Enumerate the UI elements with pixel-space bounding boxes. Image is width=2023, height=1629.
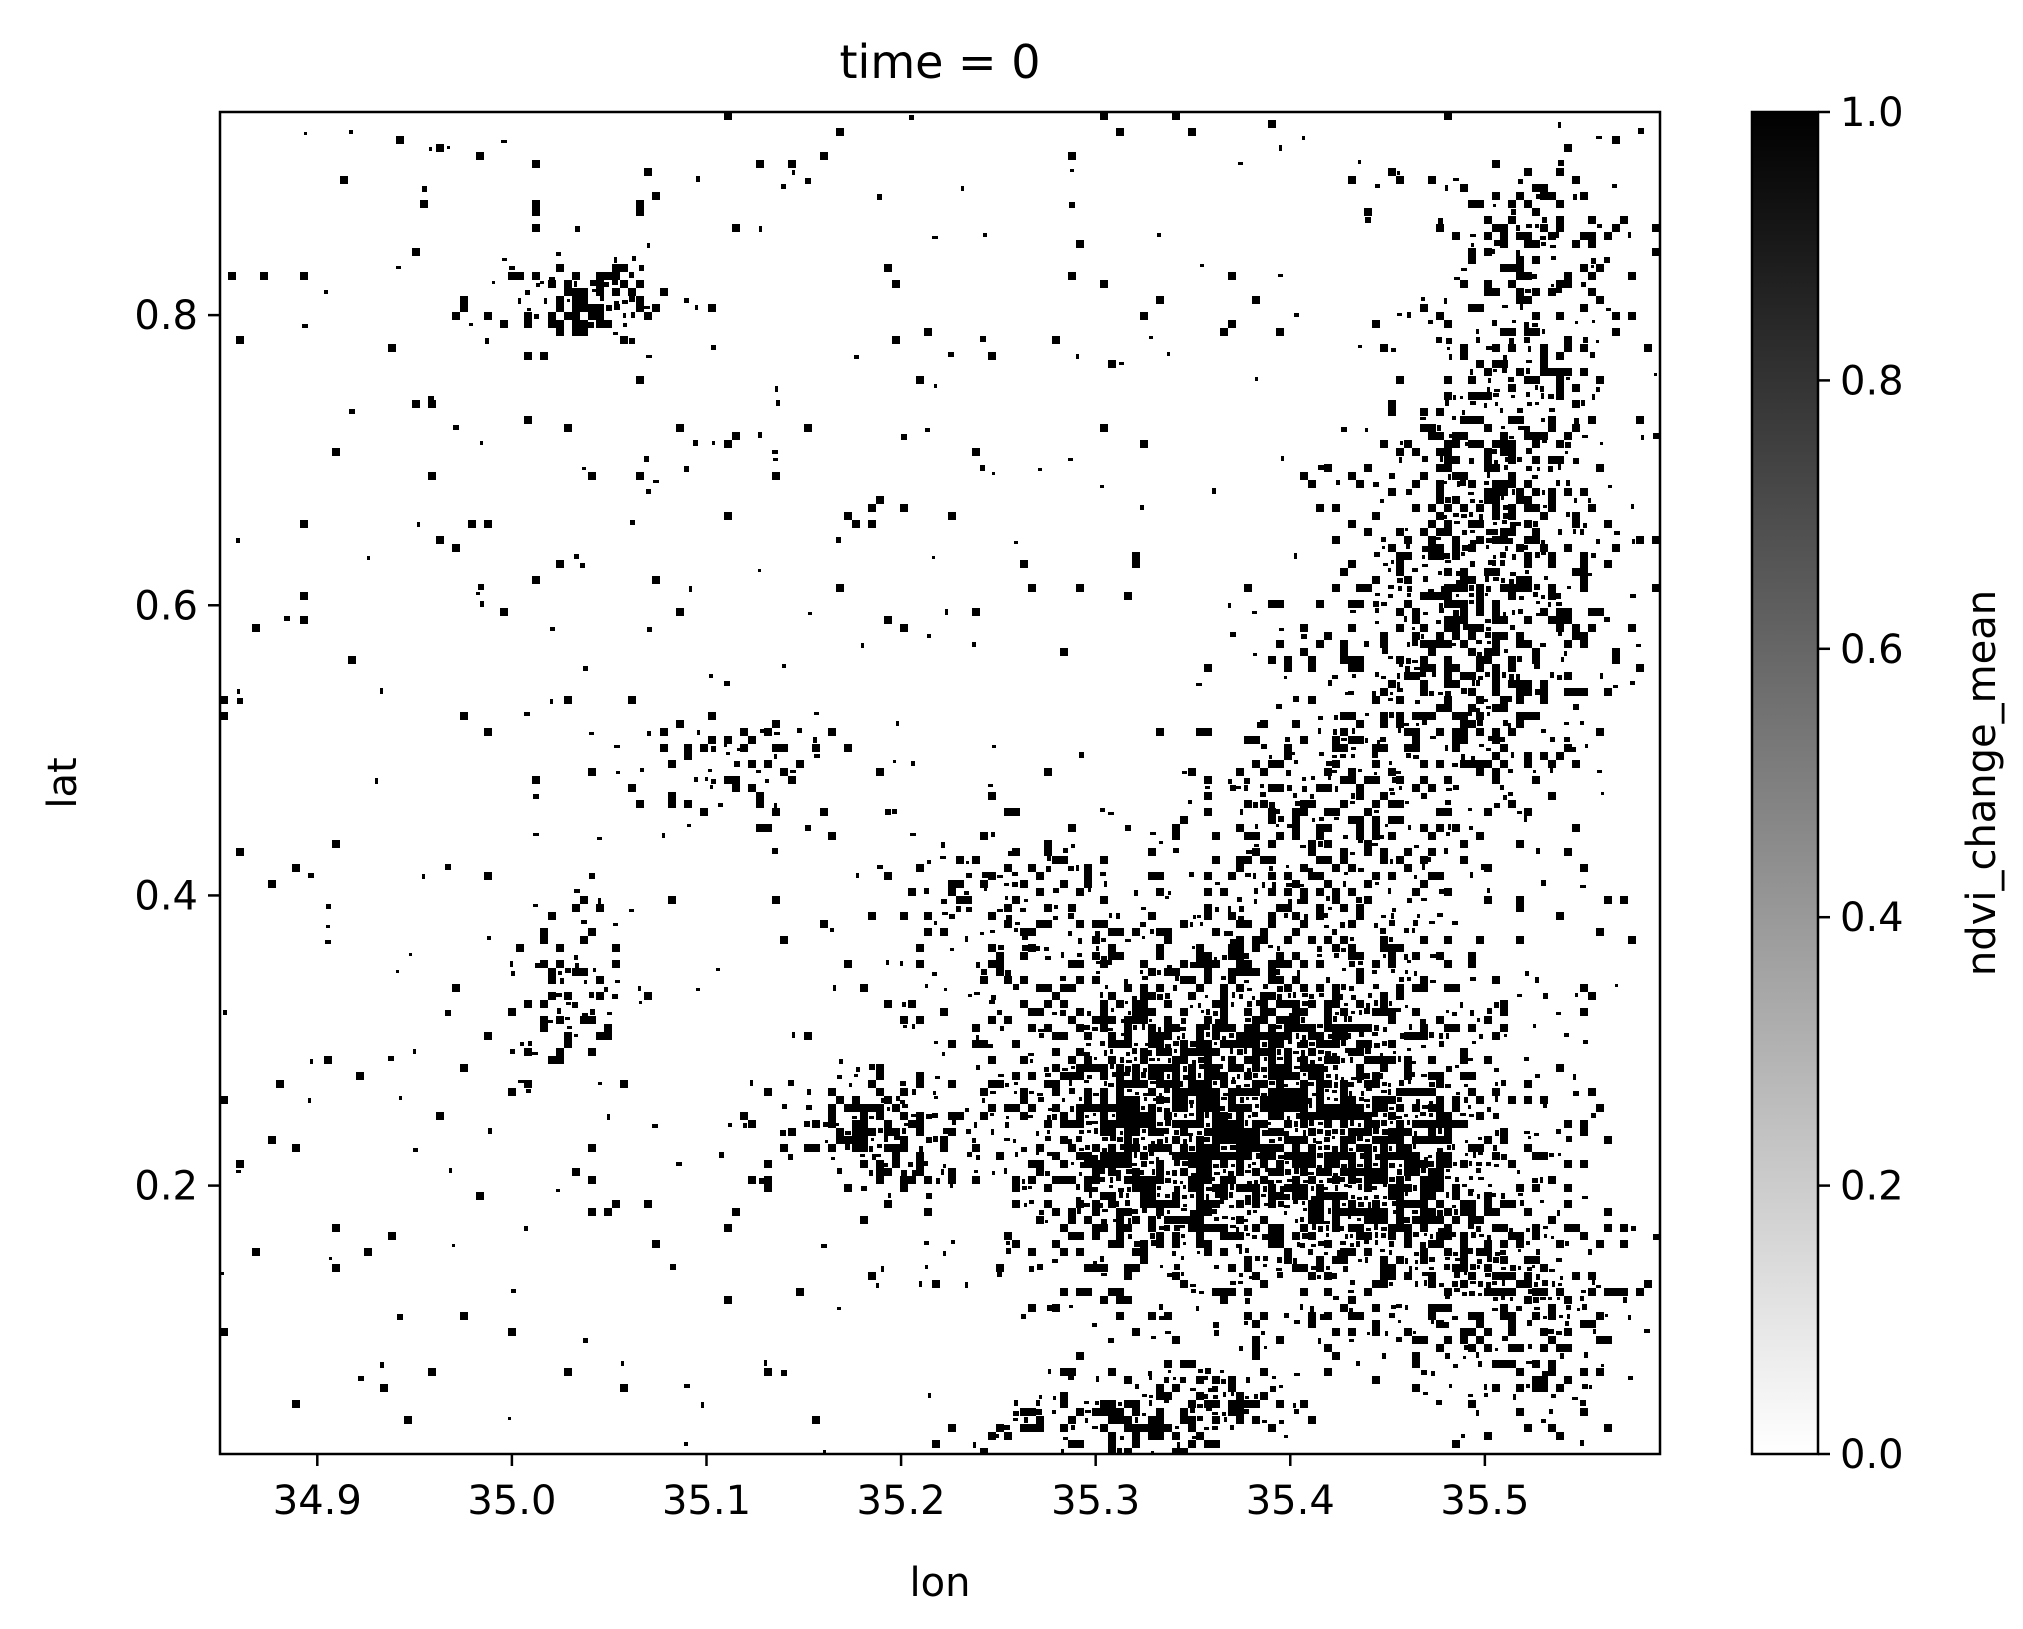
y-tick-label: 0.4 (134, 873, 198, 919)
x-tick-label: 35.5 (1440, 1478, 1529, 1524)
x-tick-label: 35.3 (1051, 1478, 1140, 1524)
chart-title: time = 0 (840, 35, 1041, 89)
x-tick-label: 35.1 (662, 1478, 751, 1524)
colorbar-tick-label: 0.4 (1840, 895, 1904, 941)
x-tick-label: 35.4 (1246, 1478, 1335, 1524)
y-tick-label: 0.2 (134, 1164, 198, 1210)
y-axis: 0.2 0.4 0.6 0.8 (134, 293, 220, 1210)
heatmap-pixels (220, 112, 1660, 1454)
y-tick-label: 0.6 (134, 583, 198, 629)
colorbar-tick-label: 0.8 (1840, 358, 1904, 404)
colorbar-gradient (1750, 110, 1820, 1456)
y-tick-label: 0.8 (134, 293, 198, 339)
y-axis-label: lat (40, 757, 86, 808)
x-axis: 34.9 35.0 35.1 35.2 35.3 35.4 35.5 (273, 1454, 1529, 1524)
plot-area (218, 110, 1662, 1456)
x-tick-label: 34.9 (273, 1478, 362, 1524)
colorbar-tick-label: 0.0 (1840, 1432, 1904, 1478)
colorbar-tick-label: 1.0 (1840, 90, 1904, 136)
x-tick-label: 35.0 (467, 1478, 556, 1524)
plot-frame (218, 110, 1662, 1456)
colorbar-ticks: 0.0 0.2 0.4 0.6 0.8 1.0 (1818, 90, 1904, 1478)
colorbar-tick-label: 0.6 (1840, 627, 1904, 673)
colorbar: 0.0 0.2 0.4 0.6 0.8 1.0 ndvi_change_mean (1750, 90, 2005, 1478)
heatmap-cells (220, 112, 1660, 1454)
x-tick-label: 35.2 (857, 1478, 946, 1524)
colorbar-tick-label: 0.2 (1840, 1164, 1904, 1210)
colorbar-label: ndvi_change_mean (1959, 590, 2005, 976)
x-axis-label: lon (910, 1560, 971, 1606)
